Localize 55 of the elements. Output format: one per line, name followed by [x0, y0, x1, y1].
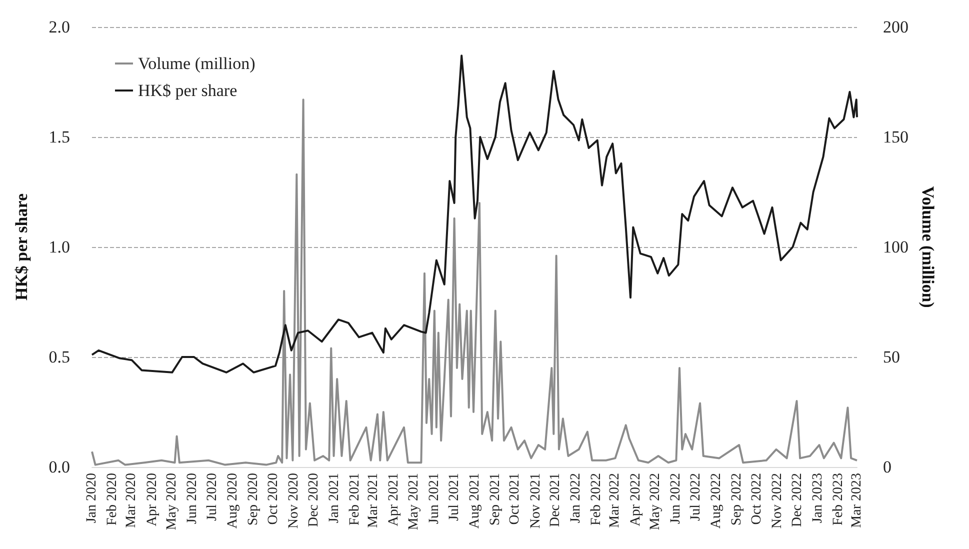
x-tick-label: Sep 2022 — [730, 473, 745, 526]
x-tick-label: Mar 2023 — [850, 473, 864, 528]
x-tick-label: Sep 2020 — [246, 473, 262, 526]
x-tick-label: Aug 2022 — [709, 473, 724, 529]
x-tick-label: Aug 2020 — [226, 473, 241, 529]
legend-label: HK$ per share — [138, 81, 238, 100]
x-tick-label: Apr 2020 — [144, 473, 160, 526]
y-tick-label: 1.0 — [48, 238, 70, 256]
x-tick-label: Oct 2021 — [508, 473, 523, 525]
x-tick-label: Jul 2020 — [205, 473, 220, 521]
x-tick-label: Jun 2022 — [668, 473, 684, 524]
x-tick-label: Jan 2021 — [326, 473, 342, 524]
x-tick-label: Aug 2021 — [467, 473, 482, 529]
y2-tick-label: 200 — [883, 18, 908, 36]
x-tick-label: Jan 2022 — [568, 473, 584, 524]
x-tick-label: Feb 2022 — [589, 473, 604, 526]
x-tick-label: Feb 2023 — [830, 473, 846, 526]
y2-tick-label: 100 — [883, 238, 908, 256]
x-tick-label: Sep 2021 — [488, 473, 503, 526]
x-tick-label: Feb 2020 — [105, 473, 120, 526]
x-tick-label: Jan 2023 — [810, 473, 826, 524]
x-tick-label: Feb 2021 — [347, 473, 362, 526]
x-tick-label: Dec 2021 — [548, 473, 564, 528]
line-series — [91, 54, 858, 374]
x-tick-label: Jun 2020 — [185, 473, 200, 524]
x-tick-label: Oct 2020 — [266, 473, 281, 525]
line-series — [91, 98, 858, 466]
x-tick-label: Jan 2020 — [84, 473, 100, 524]
x-tick-label: Apr 2021 — [386, 473, 402, 526]
x-tick-label: Dec 2020 — [306, 473, 322, 528]
y-tick-label: 0.0 — [48, 458, 70, 476]
x-tick-label: Dec 2022 — [790, 473, 805, 528]
y-tick-label: 1.5 — [48, 128, 70, 146]
x-tick-label: Oct 2022 — [749, 473, 764, 525]
x-tick-label: Jun 2021 — [426, 473, 442, 524]
x-tick-label: Nov 2020 — [286, 473, 302, 529]
x-tick-label: May 2020 — [164, 473, 180, 530]
x-tick-label: Mar 2021 — [366, 473, 381, 528]
x-tick-label: May 2021 — [406, 473, 422, 530]
y-tick-label: 2.0 — [48, 18, 70, 36]
y2-tick-label: 50 — [883, 348, 900, 366]
x-tick-label: Mar 2020 — [124, 473, 140, 528]
y2-tick-label: 150 — [883, 128, 908, 146]
x-tick-label: Apr 2022 — [628, 473, 644, 526]
x-tick-label: May 2022 — [648, 473, 664, 530]
x-tick-label: Jul 2021 — [446, 473, 462, 521]
x-tick-label: Jul 2022 — [688, 473, 704, 521]
x-tick-label: Mar 2022 — [608, 473, 623, 528]
y-tick-label: 0.5 — [48, 348, 70, 366]
y-axis-title: HK$ per share — [12, 193, 31, 301]
x-tick-label: Nov 2022 — [770, 473, 786, 529]
y2-axis-title: Volume (million) — [918, 186, 938, 308]
x-tick-label: Nov 2021 — [528, 473, 544, 529]
legend-label: Volume (million) — [138, 54, 256, 73]
y2-tick-label: 0 — [883, 458, 892, 476]
